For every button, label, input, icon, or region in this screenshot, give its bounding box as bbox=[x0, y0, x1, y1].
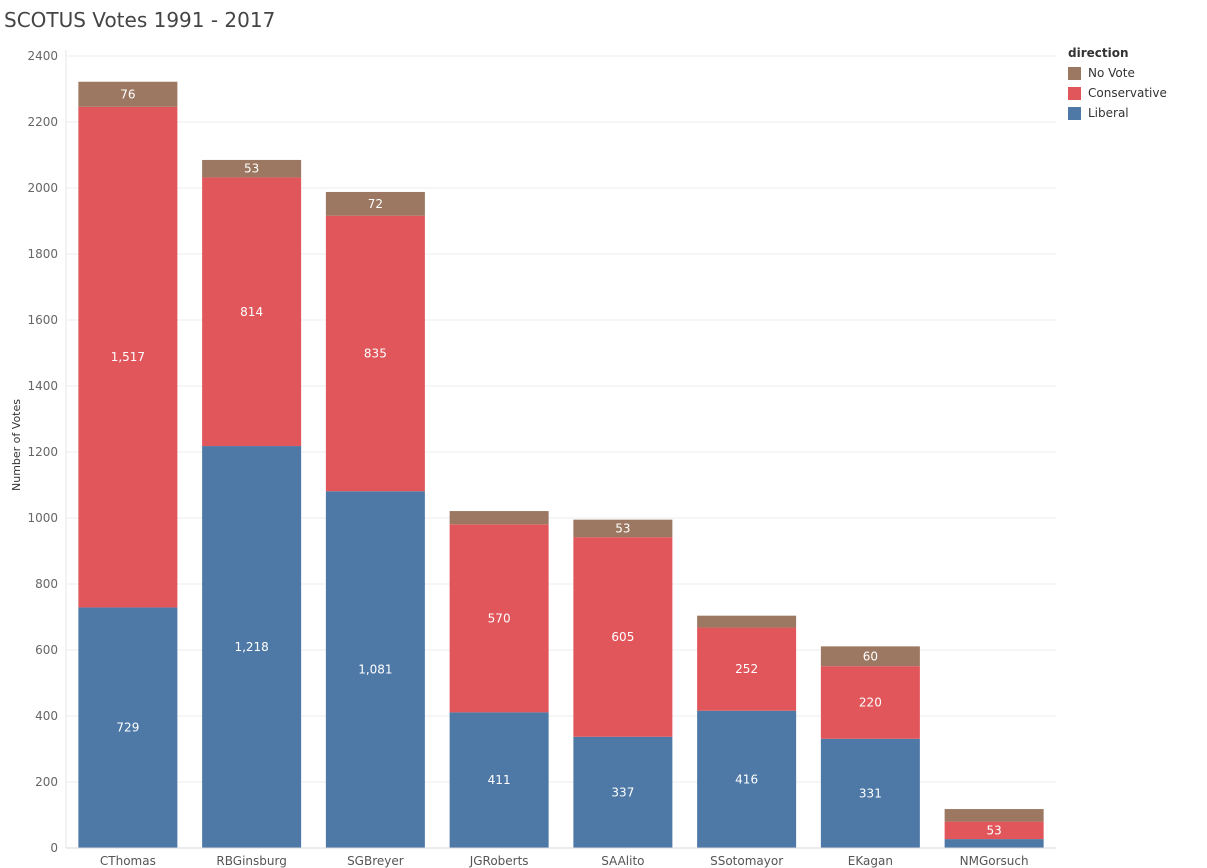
data-label: 53 bbox=[615, 521, 630, 535]
y-tick-label: 2200 bbox=[27, 115, 58, 129]
data-label: 814 bbox=[240, 305, 263, 319]
data-label: 331 bbox=[859, 786, 882, 800]
y-tick-label: 0 bbox=[50, 841, 58, 855]
x-tick-label: CThomas bbox=[100, 854, 156, 868]
bar-segment-no-vote[interactable] bbox=[573, 519, 673, 538]
bar-segment-no-vote[interactable] bbox=[820, 646, 920, 667]
bar-segment-no-vote[interactable] bbox=[78, 81, 178, 107]
data-label: 337 bbox=[611, 785, 634, 799]
x-tick-label: SSotomayor bbox=[710, 854, 783, 868]
bar-segment-conservative[interactable] bbox=[697, 627, 797, 711]
x-axis: CThomas RBGinsburg SGBreyer JGRoberts SAAlit… bbox=[66, 847, 1056, 868]
y-tick-label: 800 bbox=[35, 577, 58, 591]
legend-label-no-vote: No Vote bbox=[1088, 66, 1135, 80]
x-tick-label: SGBreyer bbox=[347, 854, 404, 868]
x-tick-label: EKagan bbox=[848, 854, 893, 868]
bar-segment-no-vote[interactable] bbox=[944, 809, 1044, 822]
bar-segment-liberal[interactable] bbox=[573, 736, 673, 848]
legend-item-liberal[interactable]: Liberal bbox=[1068, 103, 1167, 123]
data-labels: 729 1,517 76 1,218 814 53 1,081 835 72 411 570 337 6… bbox=[111, 87, 1002, 837]
bar-segment-conservative[interactable] bbox=[820, 666, 920, 739]
y-tick-label: 1400 bbox=[27, 379, 58, 393]
y-tick-label: 1200 bbox=[27, 445, 58, 459]
data-label: 1,218 bbox=[234, 640, 268, 654]
bar-segment-conservative[interactable] bbox=[573, 537, 673, 737]
x-tick-label: SAAlito bbox=[601, 854, 644, 868]
bar-segment-liberal[interactable] bbox=[202, 446, 302, 848]
bar-segment-conservative[interactable] bbox=[325, 215, 425, 492]
bar-segment-liberal[interactable] bbox=[449, 712, 549, 848]
bar-segment-no-vote[interactable] bbox=[449, 511, 549, 525]
bar-segment-conservative[interactable] bbox=[449, 524, 549, 713]
bar-segment-conservative[interactable] bbox=[78, 106, 178, 608]
legend-swatch-liberal bbox=[1068, 106, 1081, 120]
bar-segment-no-vote[interactable] bbox=[697, 615, 797, 628]
bar-segment-no-vote[interactable] bbox=[325, 191, 425, 216]
y-tick-label: 2400 bbox=[27, 49, 58, 63]
legend-item-conservative[interactable]: Conservative bbox=[1068, 83, 1167, 103]
data-label: 411 bbox=[488, 773, 511, 787]
y-tick-label: 1600 bbox=[27, 313, 58, 327]
x-tick-label: JGRoberts bbox=[469, 854, 529, 868]
y-tick-label: 200 bbox=[35, 775, 58, 789]
data-label: 835 bbox=[364, 346, 387, 360]
bar-segment-conservative[interactable] bbox=[202, 177, 302, 447]
data-label: 220 bbox=[859, 695, 882, 709]
legend-swatch-conservative bbox=[1068, 86, 1081, 100]
bar-segment-liberal[interactable] bbox=[820, 738, 920, 848]
data-label: 53 bbox=[986, 823, 1001, 837]
y-tick-label: 400 bbox=[35, 709, 58, 723]
y-tick-label: 1800 bbox=[27, 247, 58, 261]
y-tick-label: 1000 bbox=[27, 511, 58, 525]
data-label: 60 bbox=[863, 649, 878, 663]
bar-segment-liberal[interactable] bbox=[325, 491, 425, 848]
bars bbox=[78, 81, 1044, 848]
x-tick-label: NMGorsuch bbox=[960, 854, 1029, 868]
bar-segment-liberal[interactable] bbox=[944, 839, 1044, 848]
data-label: 570 bbox=[488, 611, 511, 625]
y-tick-label: 2000 bbox=[27, 181, 58, 195]
bar-segment-no-vote[interactable] bbox=[202, 159, 302, 178]
legend: direction No Vote Conservative Liberal bbox=[1068, 46, 1167, 123]
bar-segment-liberal[interactable] bbox=[78, 607, 178, 848]
data-label: 1,517 bbox=[111, 350, 145, 364]
data-label: 53 bbox=[244, 162, 259, 176]
legend-label-liberal: Liberal bbox=[1088, 106, 1129, 120]
data-label: 252 bbox=[735, 662, 758, 676]
data-label: 1,081 bbox=[358, 663, 392, 677]
y-tick-label: 600 bbox=[35, 643, 58, 657]
y-axis-title: Number of Votes bbox=[10, 399, 23, 491]
legend-swatch-no-vote bbox=[1068, 66, 1081, 80]
bar-segment-liberal[interactable] bbox=[697, 710, 797, 848]
legend-title: direction bbox=[1068, 46, 1129, 60]
bar-segment-conservative[interactable] bbox=[944, 821, 1044, 840]
x-tick-label: RBGinsburg bbox=[216, 854, 286, 868]
y-axis: 0 200 400 600 800 1000 1200 1400 1600 1800 2000 220… bbox=[27, 49, 67, 855]
data-label: 605 bbox=[611, 630, 634, 644]
data-label: 76 bbox=[120, 87, 135, 101]
data-label: 72 bbox=[368, 197, 383, 211]
legend-item-no-vote[interactable]: No Vote bbox=[1068, 63, 1167, 83]
chart-title: SCOTUS Votes 1991 - 2017 bbox=[4, 8, 276, 32]
legend-label-conservative: Conservative bbox=[1088, 86, 1167, 100]
data-label: 416 bbox=[735, 772, 758, 786]
data-label: 729 bbox=[116, 721, 139, 735]
